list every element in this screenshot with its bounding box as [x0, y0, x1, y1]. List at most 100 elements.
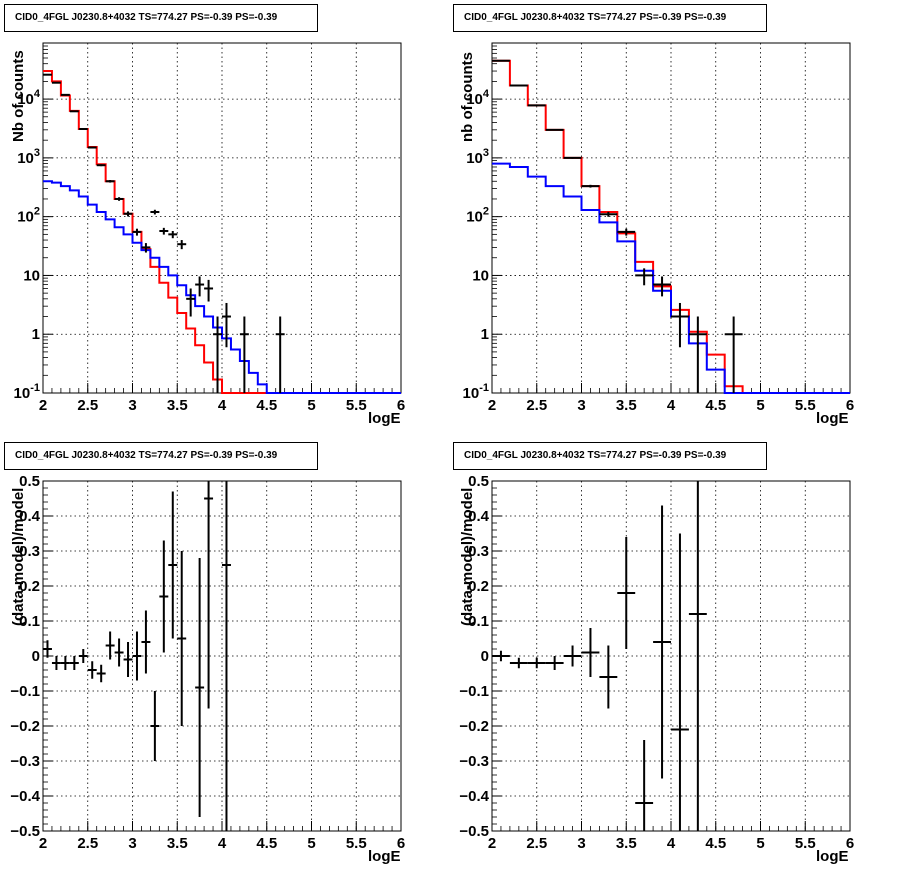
data-point: [96, 164, 106, 167]
x-tick-label: 5.5: [346, 397, 367, 414]
x-tick-label: 4: [218, 397, 227, 414]
data-point: [239, 316, 249, 393]
data-point: [141, 243, 151, 253]
x-tick-label: 2.5: [77, 835, 98, 852]
y-tick-label: 0.5: [468, 473, 489, 490]
data-point: [186, 288, 196, 317]
y-tick-label: −0.2: [459, 718, 489, 735]
data-point: [141, 610, 151, 674]
data-point: [213, 316, 222, 393]
y-tick-label: −0.2: [10, 718, 40, 735]
y-tick-label: 0.1: [468, 613, 489, 630]
y-tick-label: −0.5: [10, 823, 40, 840]
y-axis-label-top-right: nb of counts: [459, 52, 476, 142]
data-point: [69, 110, 79, 113]
y-tick-label: 104: [466, 88, 490, 108]
data-point: [195, 558, 205, 817]
y-tick-label: 102: [17, 206, 40, 226]
y-tick-label-base: 10: [14, 385, 31, 402]
y-tick-label: 0: [32, 648, 40, 665]
data-point: [653, 276, 671, 297]
data-point: [114, 638, 124, 667]
x-tick-label: 3.5: [167, 835, 188, 852]
data-point: [492, 650, 510, 662]
y-tick-label: 10: [23, 267, 40, 284]
y-tick-label: 0: [481, 648, 489, 665]
data-point: [132, 631, 142, 681]
x-tick-label: 2: [488, 397, 496, 414]
y-tick-label-exponent: 4: [483, 88, 490, 100]
y-tick-label-exponent: 3: [34, 147, 40, 159]
x-tick-label: 4: [218, 835, 227, 852]
y-tick-label-base: 10: [17, 150, 34, 167]
data-point: [275, 316, 285, 393]
y-tick-label: 10: [472, 267, 489, 284]
data-point: [204, 481, 214, 709]
y-tick-label: 102: [466, 206, 489, 226]
data-point: [168, 491, 178, 639]
x-tick-label: 5: [756, 835, 764, 852]
data-point: [688, 481, 707, 831]
data-point: [724, 316, 743, 393]
x-tick-label: 6: [397, 835, 405, 852]
data-point: [105, 180, 115, 183]
y-tick-label-exponent: -1: [479, 382, 489, 394]
x-tick-label: 2: [39, 835, 47, 852]
data-point: [105, 631, 115, 660]
data-point: [563, 645, 582, 667]
data-point: [509, 657, 528, 669]
x-tick-label: 2: [488, 835, 496, 852]
y-tick-label: 10-1: [463, 382, 489, 402]
data-point: [563, 156, 582, 159]
data-point: [168, 231, 178, 239]
data-point: [635, 740, 654, 831]
y-tick-label: −0.5: [459, 823, 489, 840]
x-tick-label: 5.5: [795, 397, 816, 414]
y-tick-label: 103: [17, 147, 40, 167]
x-tick-label: 5: [756, 397, 764, 414]
data-point: [671, 302, 689, 348]
plot-title-bottom-right: CID0_4FGL J0230.8+4032 TS=774.27 PS=-0.3…: [453, 442, 767, 470]
data-point: [177, 551, 187, 726]
y-tick-label: −0.1: [10, 683, 40, 700]
x-tick-label: 3: [577, 397, 585, 414]
y-tick-label-exponent: 3: [483, 147, 489, 159]
x-tick-label: 3.5: [616, 397, 637, 414]
x-tick-label: 3.5: [167, 397, 188, 414]
y-tick-label: 0.2: [468, 578, 489, 595]
data-point: [204, 279, 214, 302]
data-point: [599, 645, 618, 709]
data-point: [581, 628, 600, 677]
y-tick-label: −0.3: [459, 753, 489, 770]
y-tick-label: −0.3: [10, 753, 40, 770]
y-tick-label-base: 10: [17, 91, 34, 108]
y-tick-label: 0.2: [19, 578, 40, 595]
plot-title-top-right: CID0_4FGL J0230.8+4032 TS=774.27 PS=-0.3…: [453, 4, 767, 32]
data-point: [671, 533, 689, 831]
x-axis-label-bottom-left: logE: [368, 848, 401, 865]
x-tick-label: 3: [128, 397, 136, 414]
data-point: [87, 661, 97, 679]
y-tick-label: 10-1: [14, 382, 40, 402]
data-point: [114, 197, 124, 201]
x-tick-label: 5.5: [795, 835, 816, 852]
data-point: [527, 657, 546, 669]
y-tick-label: −0.4: [10, 788, 40, 805]
data-point: [653, 505, 671, 779]
data-point: [60, 656, 70, 670]
x-axis-label-top-left: logE: [368, 410, 401, 427]
y-tick-label: 0.1: [19, 613, 40, 630]
x-tick-label: 4: [667, 835, 676, 852]
x-tick-label: 4.5: [705, 835, 726, 852]
data-point: [150, 691, 160, 761]
data-point: [581, 184, 600, 188]
y-tick-label: −0.4: [459, 788, 489, 805]
y-tick-label-base: 10: [466, 150, 483, 167]
y-tick-label: 0.5: [19, 473, 40, 490]
x-tick-label: 4: [667, 397, 676, 414]
data-point: [599, 211, 618, 217]
data-point: [688, 316, 707, 393]
data-point: [545, 128, 564, 131]
grid-0: [43, 43, 401, 393]
